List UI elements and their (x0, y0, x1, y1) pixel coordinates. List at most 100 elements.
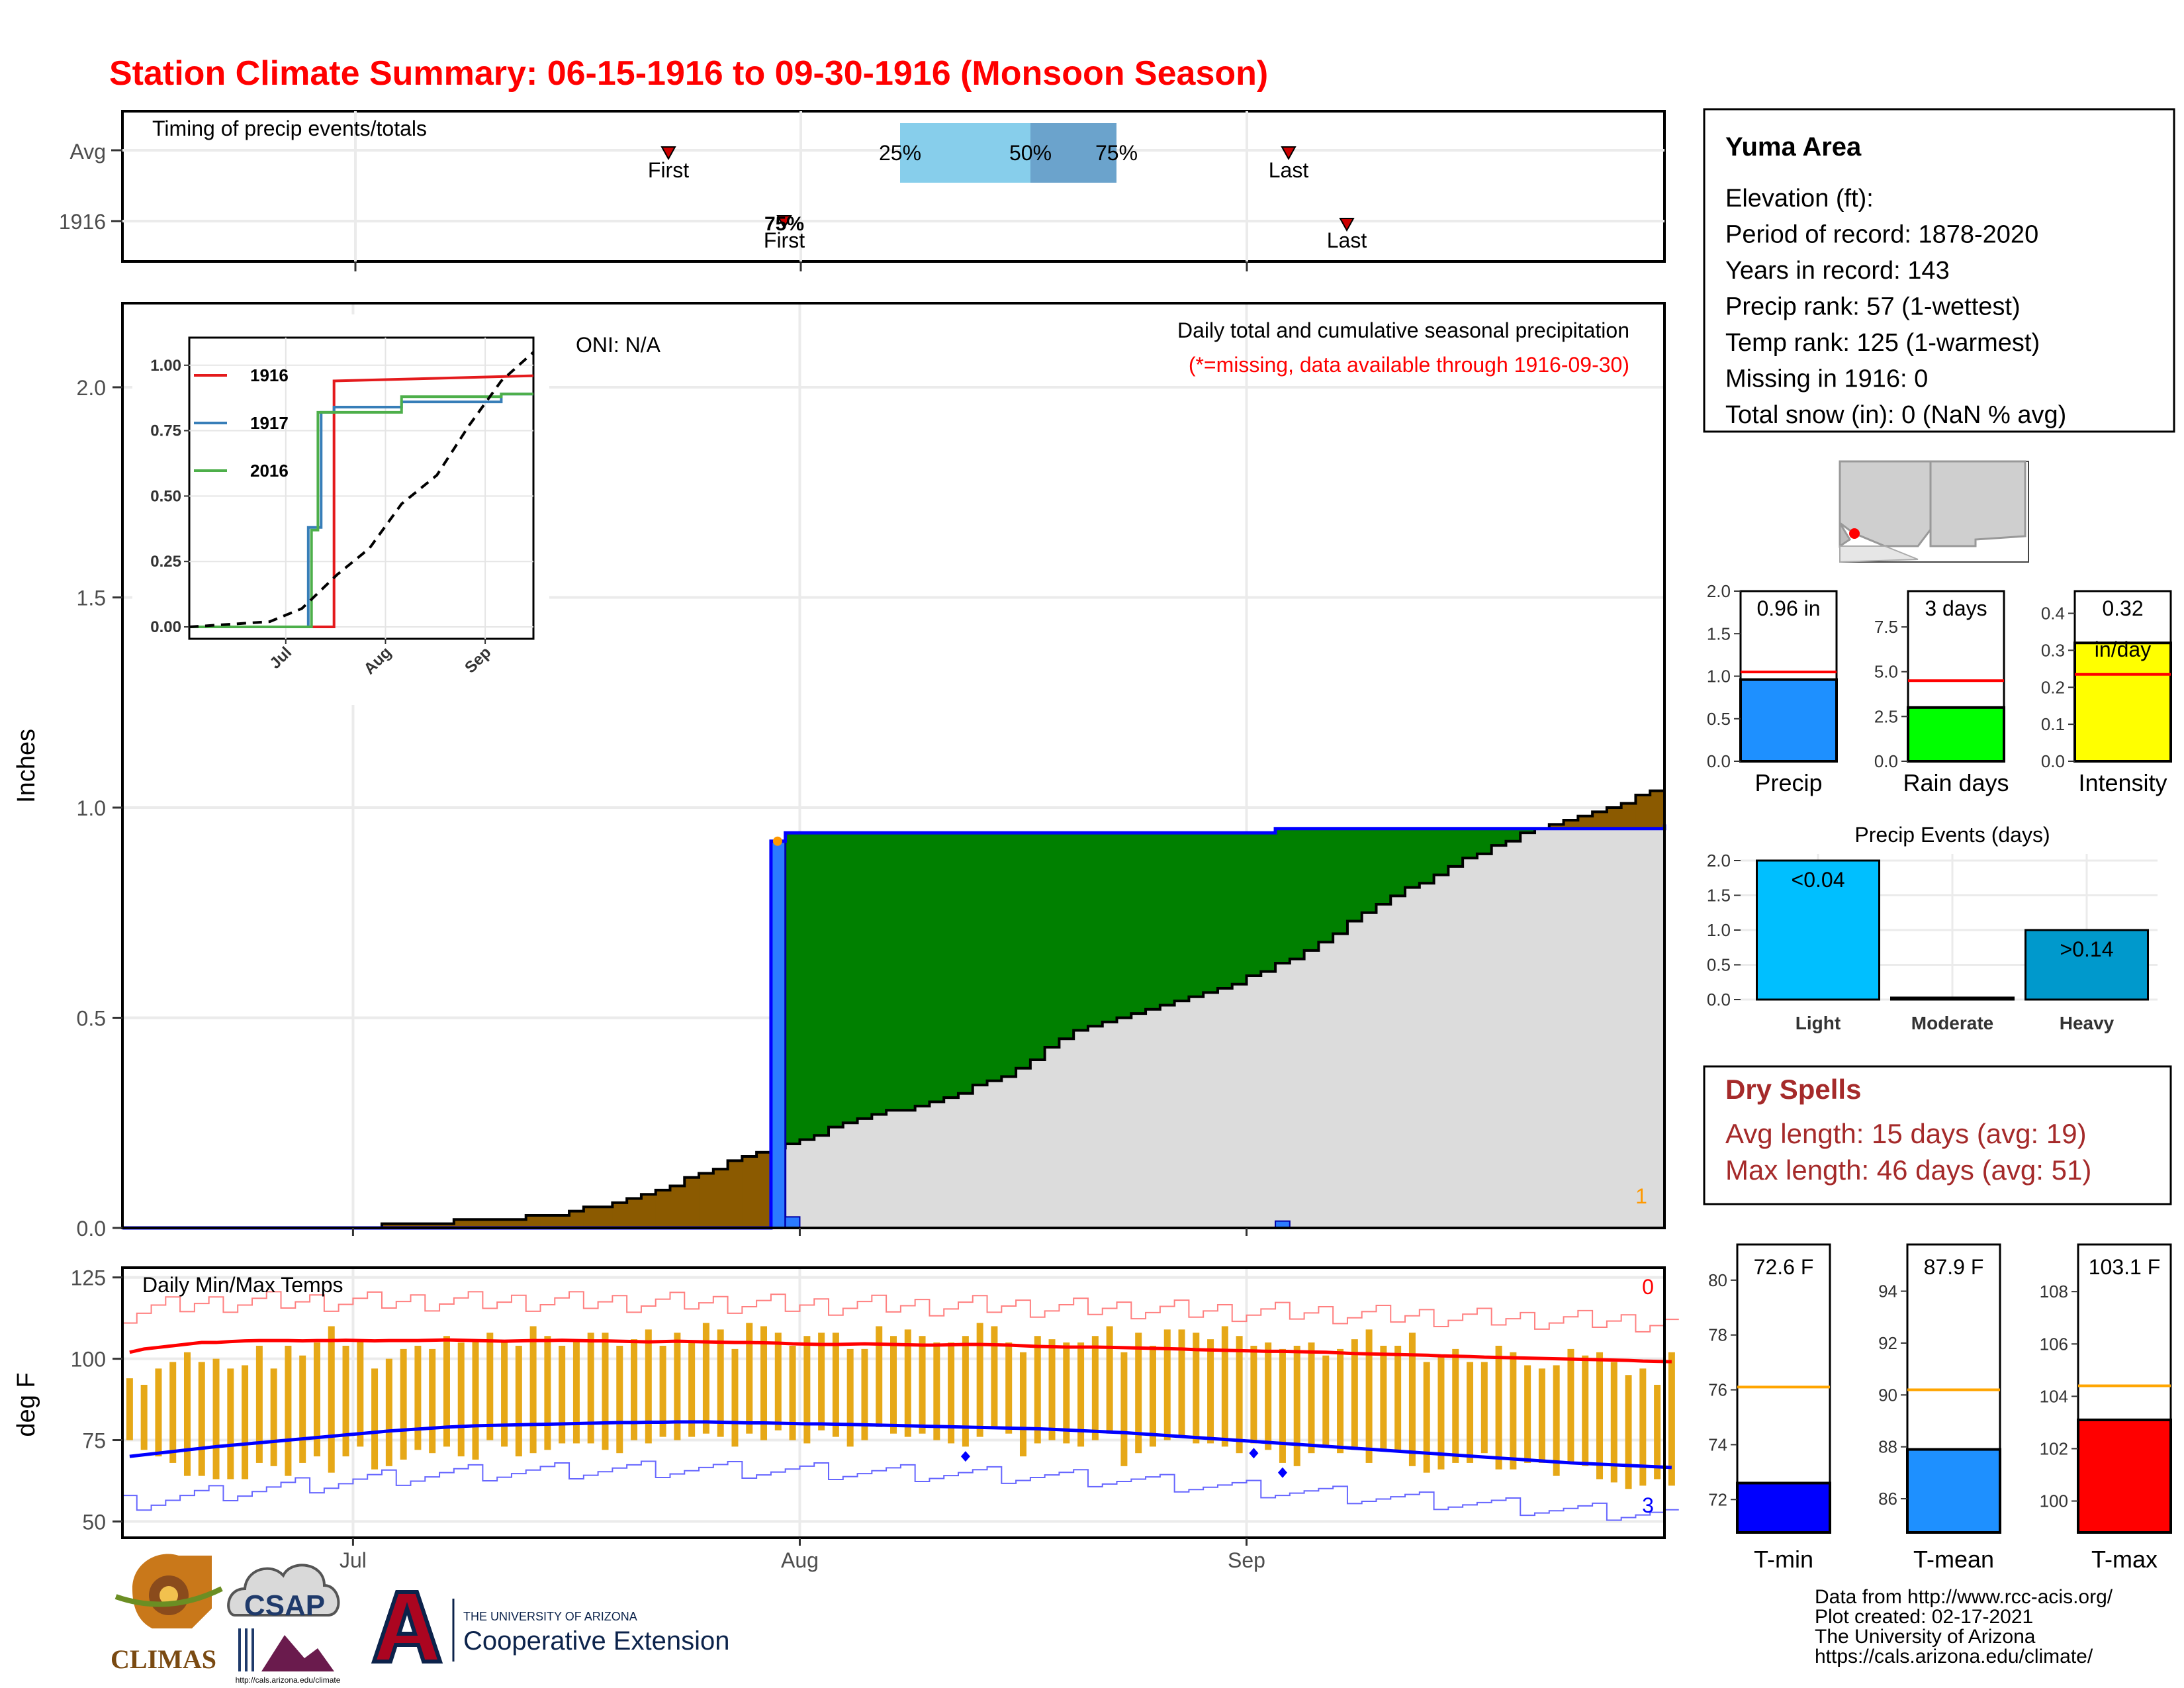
station-detail-line: Elevation (ft): (1725, 185, 1874, 212)
below-average-bar (425, 1223, 440, 1228)
events-tick-label: 1.0 (1707, 920, 1731, 940)
summary-bar-value (1739, 678, 1838, 763)
above-average-bar (1376, 828, 1391, 905)
summary-bar-tick-label: 5.0 (1874, 662, 1898, 682)
below-average-bar (482, 1219, 498, 1228)
daily-temp-range-bar (357, 1339, 364, 1447)
below-average-bar (525, 1215, 541, 1228)
events-bar-heavy (2025, 929, 2149, 1001)
summary-bar-tick-label: 0.4 (2041, 604, 2065, 624)
daily-temp-range-bar (1596, 1352, 1604, 1479)
temperature-bar-tick-label: 72 (1708, 1489, 1727, 1509)
daily-temp-range-bar (1639, 1368, 1647, 1486)
temperature-bar-tick-label: 74 (1708, 1434, 1727, 1454)
inset-y-tick-label: 0.25 (150, 553, 181, 571)
station-detail-lines: Elevation (ft): Period of record: 1878-20… (1725, 185, 2066, 429)
page-title: Station Climate Summary: 06-15-1916 to 0… (109, 54, 1268, 93)
timing-panel: Timing of precip events/totals Avg 1916 … (59, 110, 1666, 271)
above-average-bar (929, 833, 944, 1102)
temps-y-tick-label: 100 (71, 1348, 106, 1372)
inset-legend-label-2016: 2016 (250, 461, 289, 481)
above-average-bar (1361, 828, 1377, 913)
ua-cooperative-extension: Cooperative Extension (463, 1626, 729, 1656)
below-average-bar (1549, 824, 1565, 829)
events-bar-moderate (1890, 996, 2015, 1001)
events-bar-text: >0.14 (2060, 937, 2114, 961)
above-average-bar (1333, 828, 1348, 934)
daily-temp-range-bar (1019, 1352, 1026, 1457)
daily-temp-range-bar (515, 1345, 522, 1457)
timing-avg-q50-label: 50% (1009, 141, 1052, 165)
summary-bar-value-unit: in/day (2095, 637, 2151, 661)
timing-avg-q25-q50-box (900, 123, 1030, 183)
above-average-bar (1059, 833, 1074, 1039)
below-average-bar (1592, 812, 1608, 829)
below-average-bar (727, 1160, 743, 1228)
precip-y-axis: 0.0 0.5 1.0 1.5 2.0 (77, 376, 1248, 1241)
daily-temp-range-bar (400, 1348, 407, 1460)
daily-temp-range-bar (933, 1342, 940, 1440)
avg-cumulative-fill (122, 786, 1664, 1228)
precip-areas (122, 786, 1666, 1230)
below-average-bar (1606, 808, 1622, 829)
temperature-bar-tick-label: 100 (2040, 1491, 2068, 1511)
daily-temp-range-bar (1163, 1329, 1171, 1440)
daily-temp-range-bar (919, 1336, 926, 1434)
daily-temp-range-bar (1582, 1355, 1589, 1466)
dry-spells-max: Max length: 46 days (avg: 51) (1725, 1154, 2091, 1186)
daily-temp-range-bar (1308, 1342, 1315, 1454)
footer-line-1: Data from http://www.rcc-acis.org/ (1815, 1586, 2113, 1608)
temps-count-bottom: 3 (1642, 1493, 1654, 1517)
above-average-bar (1390, 828, 1406, 896)
temperature-bar-value (2077, 1418, 2172, 1534)
summary-bar-tick-label: 2.5 (1874, 706, 1898, 726)
above-average-bar (1433, 828, 1449, 875)
above-average-bar (1044, 833, 1060, 1047)
above-average-bar (1174, 833, 1190, 1002)
timing-avg-q50-q75-box (1030, 123, 1116, 183)
daily-temp-range-bar (1106, 1326, 1113, 1434)
above-average-bar (1261, 833, 1276, 972)
above-average-bar (1304, 828, 1319, 951)
daily-temp-range-bar (457, 1342, 465, 1457)
inset-series (189, 351, 535, 628)
daily-temp-range-bar (183, 1352, 191, 1476)
temperature-bar-tick-label: 86 (1878, 1489, 1897, 1509)
daily-temp-range-bar (832, 1333, 839, 1437)
summary-bar-tick-label: 0.2 (2041, 677, 2065, 697)
below-average-bar (540, 1215, 555, 1228)
temps-x-tick-label: Aug (781, 1548, 819, 1572)
station-detail-line: Years in record: 143 (1725, 257, 1950, 285)
above-average-bar (1275, 828, 1291, 963)
daily-temp-range-bar (1480, 1362, 1488, 1454)
temperature-bar-value (1736, 1481, 1831, 1534)
timing-year-last-label: Last (1327, 228, 1367, 252)
daily-temp-range-bar (1293, 1345, 1300, 1466)
temperature-bar-tick-label: 108 (2040, 1282, 2068, 1301)
summary-bar-tick-label: 0.1 (2041, 714, 2065, 734)
precip-y-tick-label: 2.0 (77, 376, 106, 400)
daily-temp-range-bar (342, 1345, 349, 1457)
precip-legend-note: (*=missing, data available through 1916-… (1189, 353, 1629, 377)
below-average-bar (497, 1219, 512, 1228)
temps-count-top: 0 (1642, 1275, 1654, 1299)
below-average-bar (569, 1211, 584, 1228)
temperature-bar-tick-label: 90 (1878, 1385, 1897, 1405)
below-average-bar (1650, 790, 1665, 829)
above-average-bar (886, 833, 901, 1111)
precip-panel-frame (121, 302, 1666, 1229)
inset-y-tick-label: 0.75 (150, 422, 181, 440)
daily-temp-range-bar (1467, 1362, 1474, 1463)
timing-year-first-marker (776, 215, 792, 230)
below-average-bar (453, 1219, 469, 1228)
daily-temp-range-bar (1005, 1342, 1013, 1434)
daily-temp-range-bar (1538, 1368, 1545, 1463)
daily-temp-range-bar (688, 1342, 696, 1437)
above-average-bar (1232, 833, 1248, 984)
timing-row-label-year: 1916 (59, 210, 106, 234)
precip-y-axis-title: Inches (13, 729, 40, 803)
year-cumulative-fill (770, 840, 787, 1229)
inset-y-tick-label: 1.00 (150, 357, 181, 375)
daily-temp-range-bar (385, 1358, 392, 1466)
